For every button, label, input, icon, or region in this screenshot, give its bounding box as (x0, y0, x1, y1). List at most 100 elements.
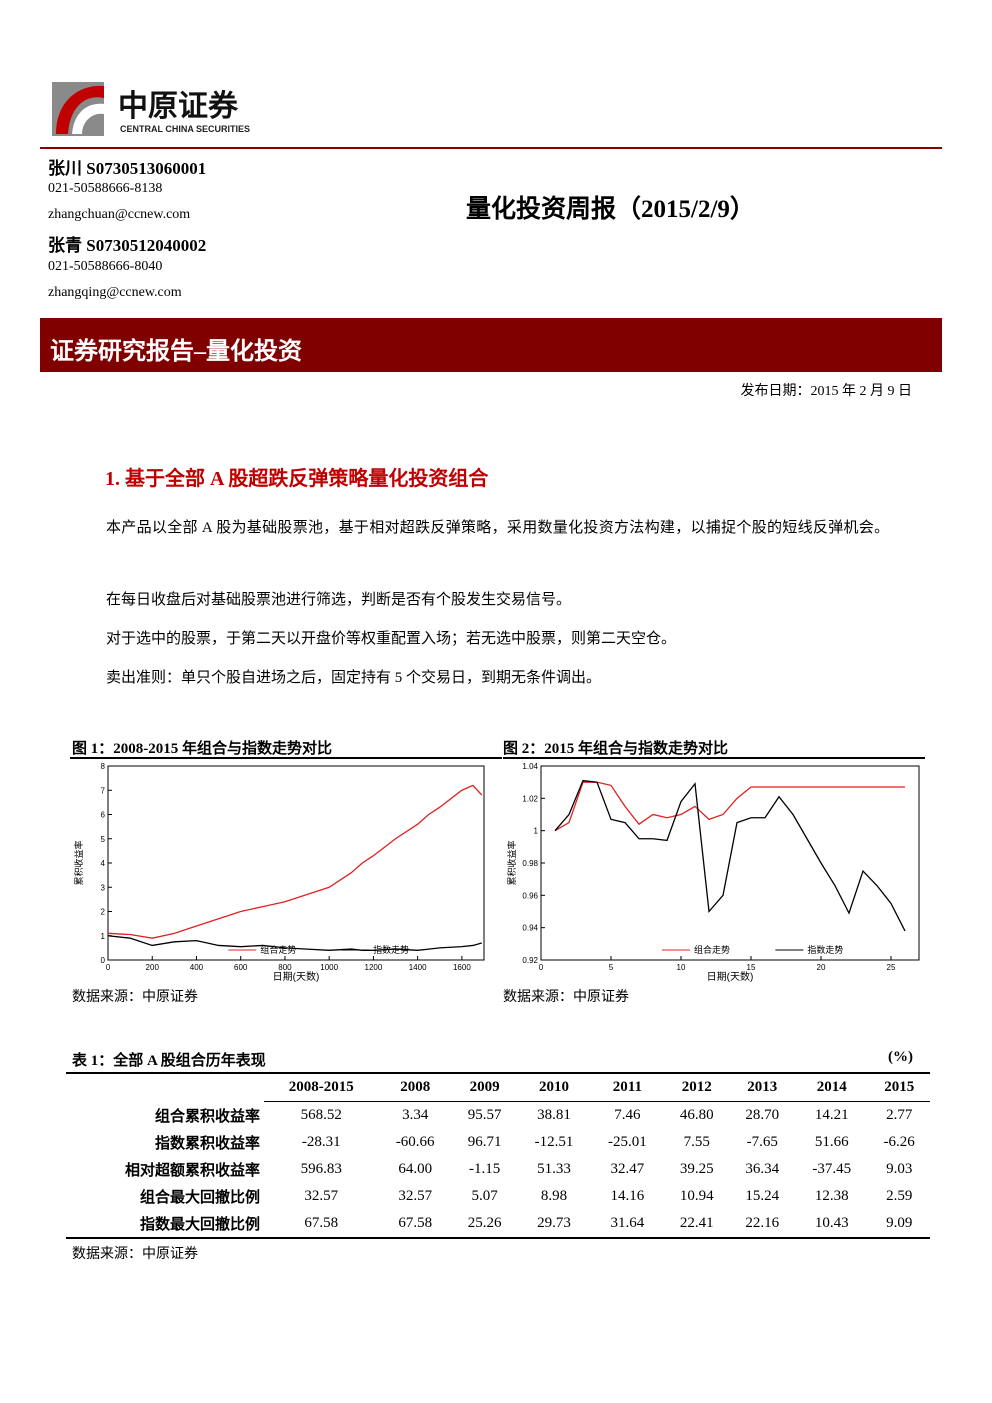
header-cell: 2008 (378, 1073, 452, 1102)
cell: 36.34 (745, 1161, 780, 1177)
cell: 31.64 (610, 1215, 645, 1231)
x-tick-label: 20 (817, 963, 826, 972)
paragraph: 在每日收盘后对基础股票池进行筛选，判断是否有个股发生交易信号。 (106, 592, 572, 608)
cell: 2.77 (886, 1107, 913, 1123)
rule (40, 147, 942, 149)
cell: 9.09 (886, 1215, 913, 1231)
figure-source: 数据来源：中原证券 (503, 990, 629, 1005)
table-source: 数据来源：中原证券 (72, 1247, 198, 1262)
cell: 12.38 (814, 1188, 849, 1204)
cell: 38.81 (537, 1107, 571, 1123)
cell: 39.25 (679, 1161, 714, 1177)
cell: 9.03 (886, 1161, 913, 1177)
table-unit: (%) (888, 1049, 913, 1065)
cell: 15.24 (745, 1188, 780, 1204)
row: 指数最大回撤比例 67.58 67.58 25.26 29.73 31.64 22.41 22… (66, 1210, 930, 1238)
cell: 8.98 (540, 1188, 568, 1204)
y-axis-label: 累积收益率 (506, 840, 517, 885)
y-tick-label: 3 (101, 883, 106, 892)
x-tick-label: 0 (539, 963, 544, 972)
cell: 14.21 (814, 1107, 849, 1123)
section-heading: 1. 基于全部 A 股超跌反弹策略量化投资组合 (105, 468, 489, 490)
cell: -25.01 (608, 1134, 647, 1150)
cell: 32.47 (610, 1161, 645, 1177)
row: 组合最大回撤比例 32.57 32.57 5.07 8.98 14.16 10.94 15.2… (66, 1183, 930, 1210)
cell: -7.65 (746, 1134, 778, 1150)
author-phone: 021-50588666-8040 (48, 259, 163, 274)
plot-frame (107, 765, 485, 961)
cell: -12.51 (534, 1134, 574, 1150)
y-tick-label: 0.98 (522, 859, 538, 868)
cell: 67.58 (398, 1215, 433, 1231)
series-line (107, 935, 482, 951)
header-cell: 2009 (451, 1073, 518, 1102)
figure-caption: 图 1：2008-2015 年组合与指数走势对比 (72, 741, 332, 757)
row-label: 指数最大回撤比例 (139, 1217, 260, 1233)
table: 2008-2015 2008 2009 2010 2011 2012 2013 2014 201… (66, 1072, 930, 1239)
row-label: 相对超额累积收益率 (124, 1163, 260, 1179)
x-tick-label: 200 (146, 963, 160, 972)
cell: 29.73 (537, 1215, 571, 1231)
cell: 2.59 (886, 1188, 913, 1204)
header-cell: 2014 (795, 1073, 869, 1102)
y-tick-label: 7 (101, 786, 106, 795)
cell: 25.26 (467, 1215, 502, 1231)
y-tick-label: 0.92 (522, 956, 538, 965)
cell: 95.57 (467, 1107, 502, 1123)
cell: 32.57 (398, 1188, 433, 1204)
y-tick-label: 6 (101, 811, 106, 820)
cell: 22.16 (745, 1215, 780, 1231)
x-tick-label: 1200 (365, 963, 383, 972)
banner (40, 318, 942, 372)
logo-swoosh (72, 103, 104, 134)
y-tick-label: 0.96 (522, 891, 538, 900)
logo: 中原证券 CENTRAL CHINA SECURITIES (52, 82, 250, 136)
paragraph: 本产品以全部 A 股为基础股票池，基于相对超跌反弹策略，采用数量化投资方法构建，… (106, 520, 890, 536)
y-tick-label: 5 (101, 835, 106, 844)
y-tick-label: 1 (534, 827, 539, 836)
cell: 28.70 (745, 1107, 780, 1123)
legend-label: 组合走势 (694, 944, 730, 955)
row-label: 组合累积收益率 (154, 1108, 260, 1125)
header-cell: 2011 (590, 1073, 665, 1102)
logo-cn: 中原证券 (118, 89, 239, 124)
report-title: 量化投资周报（2015/2/9） (466, 196, 755, 223)
figure-source: 数据来源：中原证券 (72, 990, 198, 1005)
y-tick-label: 0 (101, 956, 106, 965)
logo-en: CENTRAL CHINA SECURITIES (120, 124, 250, 134)
author-name: 张川 S0730513060001 (48, 159, 207, 178)
cell: 5.07 (471, 1188, 498, 1204)
author-email: zhangchuan@ccnew.com (48, 207, 191, 222)
cell: 51.33 (537, 1161, 571, 1177)
y-tick-label: 1.04 (522, 762, 538, 771)
y-tick-label: 1 (101, 932, 106, 941)
x-tick-label: 1000 (320, 963, 338, 972)
x-tick-label: 1400 (409, 963, 427, 972)
header-cell: 2010 (517, 1073, 591, 1102)
row: 相对超额累积收益率 596.83 64.00 -1.15 51.33 32.47 39.25… (66, 1156, 930, 1183)
cell: -60.66 (395, 1134, 435, 1150)
cell: -6.26 (883, 1134, 915, 1150)
x-tick-label: 0 (106, 963, 111, 972)
chart: 0.92 0.94 0.96 0.98 1 1.02 1.04 0 5 10 15 20 25 日期(天数… (506, 762, 920, 982)
x-tick-label: 800 (278, 963, 292, 972)
y-tick-label: 8 (101, 762, 106, 771)
cell: -28.31 (301, 1134, 341, 1150)
row-label: 组合最大回撤比例 (139, 1190, 260, 1206)
x-tick-label: 25 (887, 963, 896, 972)
legend-label: 指数走势 (807, 944, 843, 955)
x-tick-label: 5 (609, 963, 614, 972)
series-line (554, 781, 905, 832)
x-tick-label: 600 (234, 963, 248, 972)
author-email: zhangqing@ccnew.com (48, 285, 182, 300)
cell: 64.00 (398, 1161, 433, 1177)
cell: 3.34 (402, 1107, 429, 1123)
cell: 10.94 (679, 1188, 714, 1204)
series-line (107, 784, 483, 939)
table-caption: 表 1：全部 A 股组合历年表现 (72, 1053, 266, 1069)
y-tick-label: 1.02 (522, 794, 538, 803)
series-line (554, 779, 906, 932)
rule (503, 757, 925, 759)
cell: 568.52 (300, 1107, 342, 1123)
